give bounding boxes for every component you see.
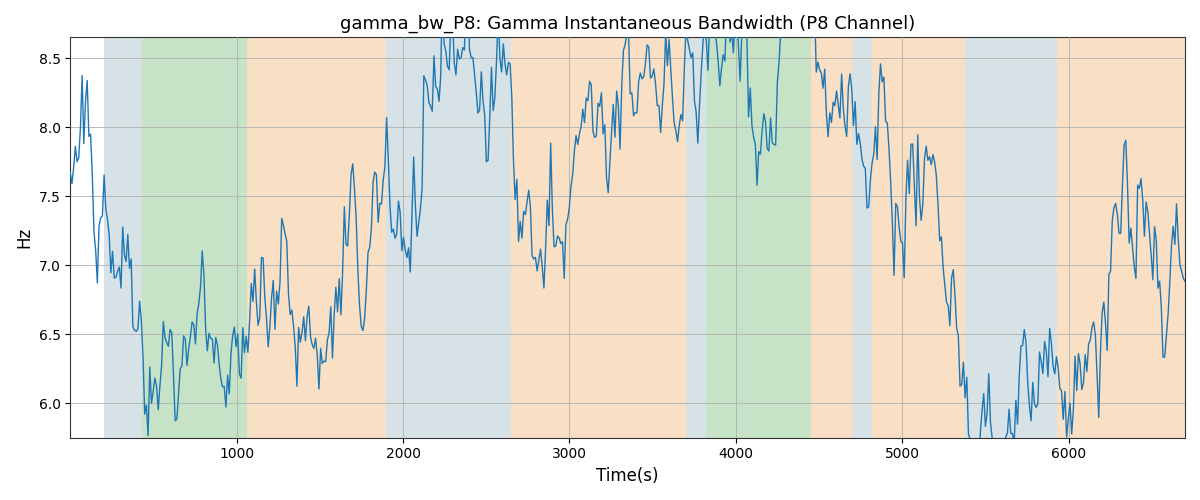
Bar [686,38,706,438]
Bar [386,38,511,438]
Title: gamma_bw_P8: Gamma Instantaneous Bandwidth (P8 Channel): gamma_bw_P8: Gamma Instantaneous Bandwid… [340,15,916,34]
Bar [872,38,965,438]
Bar [811,38,852,438]
X-axis label: Time(s): Time(s) [596,467,659,485]
Bar [852,38,872,438]
Bar [142,38,247,438]
Bar [247,38,386,438]
Bar [511,38,686,438]
Bar [706,38,811,438]
Bar [103,38,142,438]
Bar [965,38,1057,438]
Y-axis label: Hz: Hz [16,227,34,248]
Bar [1057,38,1186,438]
